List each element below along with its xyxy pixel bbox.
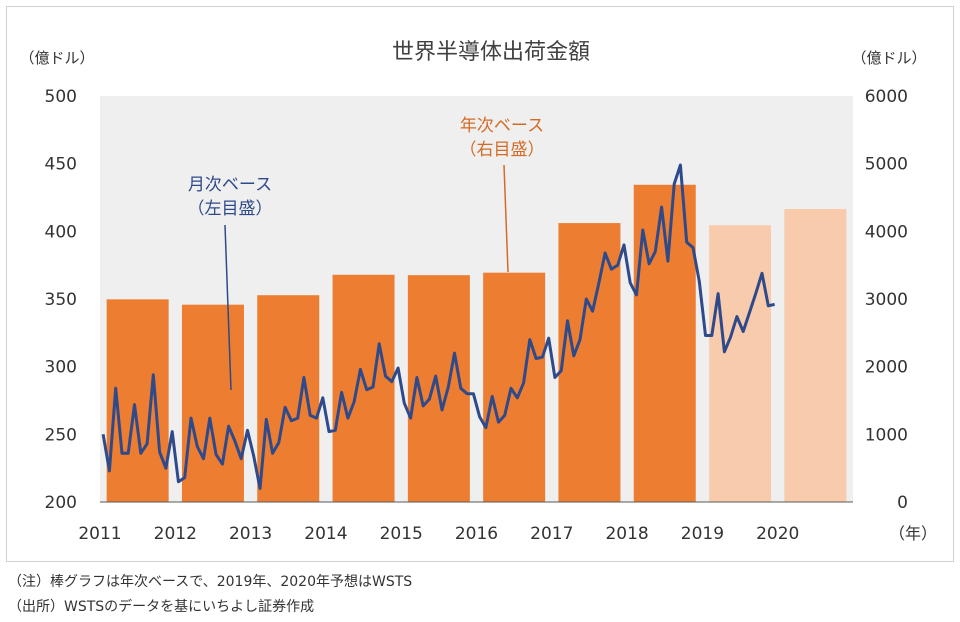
annual-annotation-line1: 年次ベース [460, 116, 544, 136]
x-tick-2015: 2015 [380, 524, 423, 544]
right-tick-0: 0 [897, 493, 908, 513]
monthly-annotation-line1: 月次ベース [188, 175, 272, 195]
left-tick-400: 400 [45, 222, 77, 242]
left-tick-300: 300 [45, 358, 77, 378]
note-source: （出所）WSTSのデータを基にいちよし証券作成 [8, 599, 315, 615]
x-tick-2017: 2017 [530, 524, 573, 544]
bar-2019 [709, 225, 772, 502]
left-tick-200: 200 [45, 493, 77, 513]
monthly-series-line [101, 163, 775, 490]
right-axis-unit-label: （億ドル） [851, 49, 926, 67]
monthly-annotation-line2: （左目盛） [188, 199, 273, 219]
bar-2014 [332, 274, 395, 502]
chart: 2002503003504004505000100020003000400050… [19, 40, 937, 544]
annual-annotation-line2: （右目盛） [460, 140, 545, 160]
x-tick-2011: 2011 [78, 524, 121, 544]
x-tick-2020: 2020 [756, 524, 799, 544]
right-tick-5000: 5000 [865, 155, 908, 175]
right-tick-4000: 4000 [865, 222, 908, 242]
x-tick-2019: 2019 [681, 524, 724, 544]
bar-2012 [181, 304, 244, 502]
chart-title: 世界半導体出荷金額 [392, 40, 590, 65]
monthly-annotation-leader [224, 224, 232, 391]
x-tick-2013: 2013 [229, 524, 272, 544]
left-axis-unit-label: （億ドル） [19, 49, 94, 67]
left-tick-450: 450 [45, 155, 77, 175]
left-tick-500: 500 [45, 87, 77, 107]
x-tick-2018: 2018 [605, 524, 648, 544]
right-tick-6000: 6000 [865, 87, 908, 107]
bar-2013 [257, 295, 320, 502]
right-tick-2000: 2000 [865, 358, 908, 378]
x-tick-2014: 2014 [304, 524, 347, 544]
bar-2016 [483, 272, 546, 502]
note-forecast: （注）棒グラフは年次ベースで、2019年、2020年予想はWSTS [8, 574, 413, 590]
annual-annotation-leader [503, 164, 509, 273]
chart-frame: 200 250 300 350 400 450 500 0 1000 2000 3000 4000 50… [6, 6, 954, 562]
x-axis-unit-label: （年） [889, 524, 937, 543]
x-tick-2016: 2016 [455, 524, 498, 544]
x-tick-2012: 2012 [154, 524, 197, 544]
left-tick-250: 250 [45, 425, 77, 445]
bar-2020 [784, 209, 847, 502]
left-tick-350: 350 [45, 290, 77, 310]
right-tick-1000: 1000 [865, 425, 908, 445]
right-tick-3000: 3000 [865, 290, 908, 310]
